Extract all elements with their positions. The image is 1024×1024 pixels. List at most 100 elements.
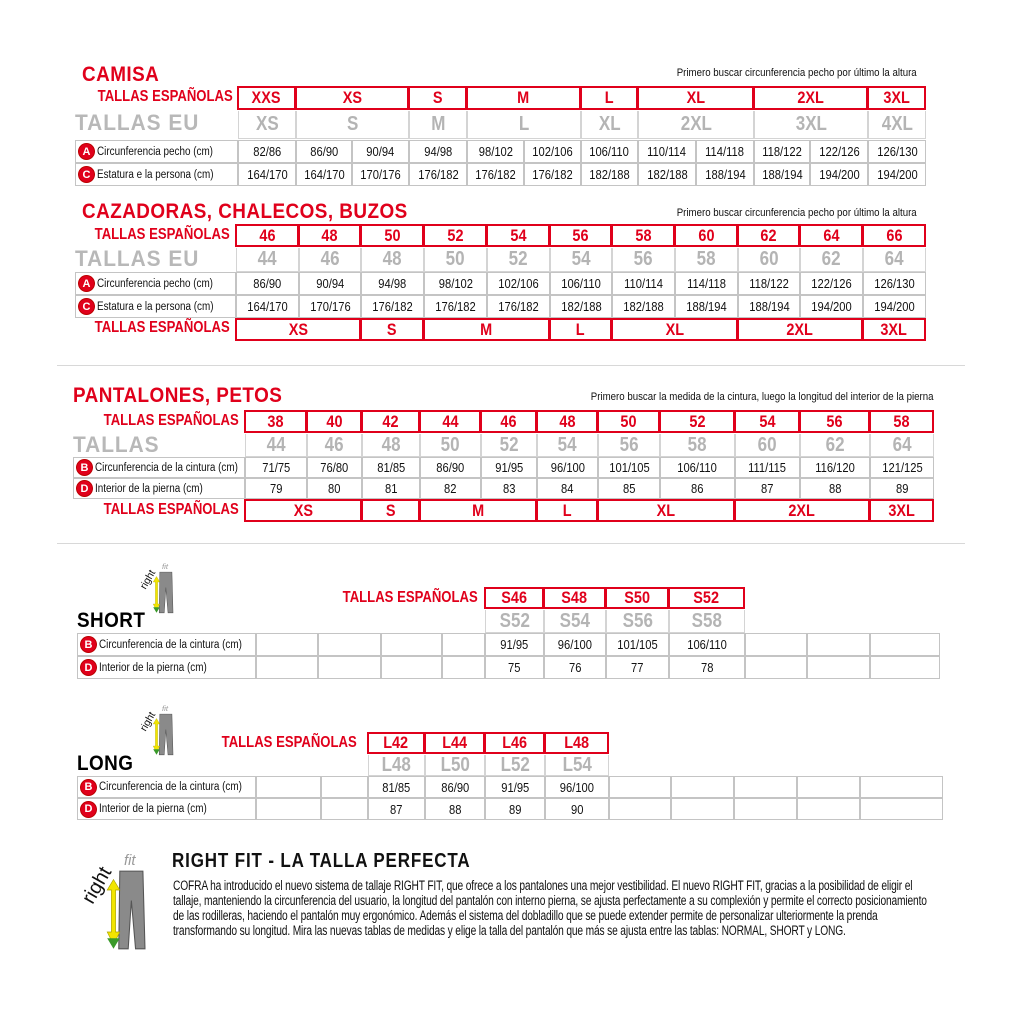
value-cell-text: 96/100 <box>550 460 585 475</box>
size-es-cell-text: 42 <box>382 411 399 431</box>
value-cell-text: 90/94 <box>366 144 395 159</box>
size-eu-cell-text: L <box>518 113 530 135</box>
tallas-espanolas-label: TALLAS ESPAÑOLAS <box>103 501 239 518</box>
size-es-cell-text: 62 <box>760 225 777 245</box>
size-eu-cell: 56 <box>612 248 675 272</box>
size-es-cell: 48 <box>298 224 361 247</box>
size-eu-cell-text: 48 <box>381 433 401 456</box>
size-eu-cell-text: 58 <box>697 248 716 270</box>
value-cell: 182/188 <box>612 295 675 318</box>
section-title-long: LONG <box>77 752 134 775</box>
size-es-cell: M <box>466 86 581 110</box>
value-cell: 80 <box>307 478 362 499</box>
section-title-pantalones: PANTALONES, PETOS <box>73 384 283 407</box>
size-eu-cell: L50 <box>425 754 485 776</box>
letter-circle-icon: A <box>79 144 94 159</box>
value-cell-text: 122/126 <box>818 144 860 159</box>
size-es-cell-text: S46 <box>501 588 527 607</box>
size-es-cell: S46 <box>484 587 544 609</box>
size-eu-cell-text: 3XL <box>795 113 827 135</box>
value-cell-text: 91/95 <box>494 460 523 475</box>
value-cell-text: 91/95 <box>500 779 529 795</box>
size-es-cell: 62 <box>737 224 800 247</box>
empty-cell <box>442 633 485 656</box>
value-cell: 176/182 <box>424 295 487 318</box>
value-cell: 87 <box>735 478 800 499</box>
value-cell-text: 86/90 <box>309 144 338 159</box>
size-eu-cell: XL <box>581 111 638 139</box>
size-es-cell: 56 <box>799 410 870 433</box>
value-cell: 102/106 <box>487 272 550 295</box>
size-eu-cell: M <box>409 111 467 139</box>
empty-cell <box>671 776 734 798</box>
rightfit-pants-logo-icon: right fit <box>139 560 179 615</box>
value-cell: 101/105 <box>598 457 660 478</box>
size-es-cell: 2XL <box>734 499 870 522</box>
size-es-cell-text: L46 <box>502 733 527 752</box>
size-eu-cell: 3XL <box>754 111 868 139</box>
row-label: A Circunferencia pecho (cm) <box>75 140 238 163</box>
value-cell-text: 114/118 <box>687 276 726 291</box>
empty-cell <box>256 776 321 798</box>
row-label: D Interior de la pierna (cm) <box>77 656 256 679</box>
size-es-cell: L46 <box>484 732 545 754</box>
value-cell: 86/90 <box>425 776 485 798</box>
size-es-cell: XS <box>295 86 409 110</box>
size-es-cell: XL <box>637 86 754 110</box>
empty-cell <box>321 798 368 820</box>
row-label: A Circunferencia pecho (cm) <box>75 272 236 295</box>
size-es-cell-text: 48 <box>558 411 576 431</box>
empty-cell <box>671 798 734 820</box>
value-cell-text: 182/188 <box>623 299 664 314</box>
size-eu-cell-text: 56 <box>619 433 639 456</box>
value-cell-text: 77 <box>631 660 644 675</box>
value-cell: 188/194 <box>696 163 754 186</box>
letter-circle-icon: D <box>81 660 96 675</box>
size-es-cell: 56 <box>549 224 612 247</box>
size-es-cell-text: L42 <box>383 733 409 752</box>
size-eu-cell-text: 2XL <box>680 113 712 135</box>
value-cell-text: 88 <box>828 481 842 496</box>
value-cell: 76 <box>544 656 606 679</box>
size-es-cell-text: M <box>517 88 530 107</box>
size-eu-cell-text: 4XL <box>881 113 913 135</box>
size-es-cell: S48 <box>543 587 606 609</box>
value-cell: 98/102 <box>467 140 524 163</box>
size-es-cell: L <box>580 86 638 110</box>
size-es-cell-text: L <box>604 88 614 107</box>
empty-cell <box>797 776 860 798</box>
size-eu-cell: S56 <box>606 610 669 633</box>
value-cell: 82 <box>420 478 481 499</box>
size-es-cell-text: 48 <box>321 225 338 245</box>
value-cell: 176/182 <box>487 295 550 318</box>
svg-text:fit: fit <box>162 704 169 713</box>
size-eu-cell: 62 <box>800 248 863 272</box>
value-cell-text: 82 <box>444 481 457 496</box>
value-cell: 126/130 <box>868 140 926 163</box>
value-cell: 106/110 <box>550 272 612 295</box>
tallas-espanolas-label: TALLAS ESPAÑOLAS <box>103 412 239 429</box>
value-cell-text: 182/188 <box>646 167 688 182</box>
letter-circle-icon: B <box>81 637 96 652</box>
size-es-cell: S52 <box>668 587 745 609</box>
value-cell-text: 86/90 <box>253 276 282 291</box>
svg-text:fit: fit <box>162 562 169 571</box>
letter-circle-icon: B <box>77 460 92 475</box>
value-cell-text: 98/102 <box>438 276 473 291</box>
rightfit-description: COFRA ha introducido el nuevo sistema de… <box>173 878 927 938</box>
size-es-cell-text: 2XL <box>788 500 816 520</box>
size-es-cell: 42 <box>361 410 420 433</box>
size-eu-cell: 60 <box>735 434 800 457</box>
size-eu-cell: S <box>296 111 409 139</box>
size-es-cell: S <box>361 499 420 522</box>
value-cell-text: 106/110 <box>561 276 601 291</box>
size-es-cell: 40 <box>306 410 362 433</box>
value-cell-text: 126/130 <box>874 276 915 291</box>
size-es-cell: S <box>408 86 467 110</box>
size-eu-cell: L48 <box>368 754 425 776</box>
tallas-eu-label: TALLAS EU <box>75 246 200 271</box>
size-eu-cell-text: 62 <box>825 433 845 456</box>
size-eu-cell-text: S <box>346 113 359 135</box>
value-cell: 110/114 <box>612 272 675 295</box>
size-es-cell: 46 <box>235 224 299 247</box>
